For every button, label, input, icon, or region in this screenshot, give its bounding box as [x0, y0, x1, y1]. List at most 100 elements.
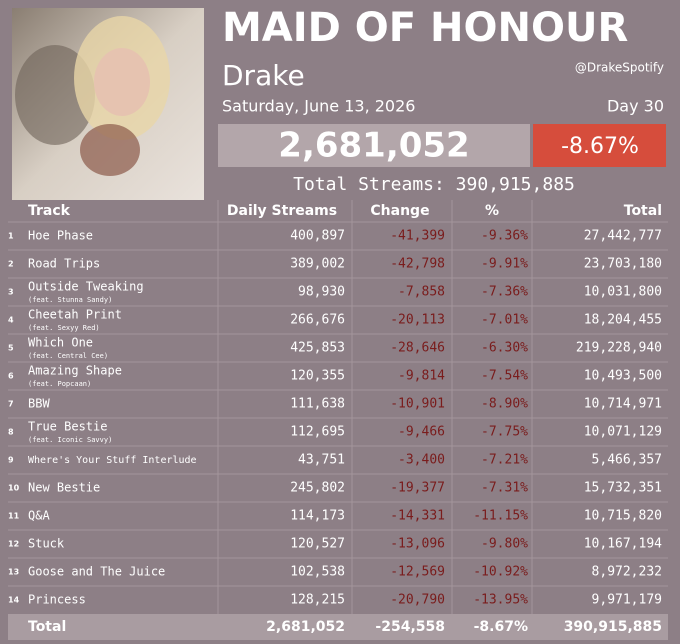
- total: 23,703,180: [584, 257, 662, 272]
- row-number: 1: [8, 232, 14, 241]
- track-name: Princess: [28, 593, 86, 607]
- change: -9,466: [398, 425, 445, 440]
- change-pct: -7.01%: [481, 313, 528, 328]
- track-name: New Bestie: [28, 481, 100, 495]
- track-name: Hoe Phase: [28, 229, 93, 243]
- row-number: 11: [8, 512, 20, 521]
- change-pct: -7.21%: [481, 453, 528, 468]
- change: -14,331: [390, 509, 445, 524]
- total-total: 390,915,885: [564, 619, 662, 635]
- daily-streams: 98,930: [298, 285, 345, 300]
- column-header: Change: [370, 203, 429, 219]
- row-number: 7: [8, 400, 14, 409]
- total-label: Total: [28, 619, 66, 635]
- daily-streams: 266,676: [290, 313, 345, 328]
- track-name: Road Trips: [28, 257, 100, 271]
- artist: Drake: [222, 59, 305, 92]
- daily-total: 2,681,052: [278, 126, 469, 166]
- row-number: 13: [8, 568, 19, 577]
- daily-streams: 120,527: [290, 537, 345, 552]
- column-header: %: [485, 203, 499, 219]
- change-pct: -7.36%: [481, 285, 528, 300]
- column-header: Total: [624, 203, 662, 219]
- track-feat: (feat. Sexyy Red): [28, 324, 100, 332]
- total: 10,071,129: [584, 425, 662, 440]
- track-feat: (feat. Popcaan): [28, 380, 91, 388]
- column-header: Daily Streams: [227, 203, 337, 219]
- column-header: Track: [28, 203, 71, 219]
- daily-streams: 114,173: [290, 509, 345, 524]
- row-number: 8: [8, 428, 14, 437]
- day: Day 30: [607, 97, 664, 116]
- total-pct: -8.67%: [474, 619, 528, 635]
- daily-streams: 245,802: [290, 481, 345, 496]
- change: -9,814: [398, 369, 445, 384]
- track-name: Which One: [28, 336, 93, 350]
- total: 9,971,179: [592, 593, 662, 608]
- total: 10,715,820: [584, 509, 662, 524]
- daily-streams: 43,751: [298, 453, 345, 468]
- change-pct: -7.31%: [481, 481, 528, 496]
- row-number: 2: [8, 260, 14, 269]
- daily-streams: 112,695: [290, 425, 345, 440]
- change: -19,377: [390, 481, 445, 496]
- total: 18,204,455: [584, 313, 662, 328]
- daily-streams: 102,538: [290, 565, 345, 580]
- change-pct: -10.92%: [473, 565, 528, 580]
- track-feat: (feat. Iconic Savvy): [28, 436, 112, 444]
- change-pct: -9.91%: [481, 257, 528, 272]
- change: -3,400: [398, 453, 445, 468]
- total: 27,442,777: [584, 229, 662, 244]
- total: 10,167,194: [584, 537, 662, 552]
- change-pct: -11.15%: [473, 509, 528, 524]
- track-feat: (feat. Stunna Sandy): [28, 296, 112, 304]
- change-pct: -7.75%: [481, 425, 528, 440]
- change: -28,646: [390, 341, 445, 356]
- total: 8,972,232: [592, 565, 662, 580]
- daily-streams: 128,215: [290, 593, 345, 608]
- change: -13,096: [390, 537, 445, 552]
- change-box: [533, 124, 666, 167]
- change-pct: -8.90%: [481, 397, 528, 412]
- track-name: Where's Your Stuff Interlude: [28, 455, 197, 466]
- row-number: 10: [8, 484, 20, 493]
- change-pct: -8.67%: [561, 134, 639, 159]
- daily-streams: 111,638: [290, 397, 345, 412]
- daily-streams: 400,897: [290, 229, 345, 244]
- track-feat: (feat. Central Cee): [28, 352, 108, 360]
- total-row-bg: [8, 614, 668, 640]
- row-number: 5: [8, 344, 14, 353]
- handle: @DrakeSpotify: [575, 61, 664, 75]
- title: MAID OF HONOUR: [222, 5, 628, 51]
- total: 5,466,357: [592, 453, 662, 468]
- cover-photo: [12, 8, 204, 200]
- track-name: BBW: [28, 397, 50, 411]
- change-pct: -9.36%: [481, 229, 528, 244]
- total-daily: 2,681,052: [266, 619, 345, 635]
- change-pct: -9.80%: [481, 537, 528, 552]
- change: -10,901: [390, 397, 445, 412]
- total: 10,031,800: [584, 285, 662, 300]
- track-name: Stuck: [28, 537, 65, 551]
- daily-streams: 120,355: [290, 369, 345, 384]
- row-number: 6: [8, 372, 14, 381]
- table: Track Daily Streams Change% Total 1 Hoe Phase…: [8, 200, 668, 640]
- change-pct: -13.95%: [473, 593, 528, 608]
- change: -20,113: [390, 313, 445, 328]
- date: Saturday, June 13, 2026: [222, 97, 415, 116]
- row-number: 3: [8, 288, 14, 297]
- track-name: Q&A: [28, 509, 50, 523]
- total: 219,228,940: [576, 341, 662, 356]
- row-number: 4: [8, 316, 14, 325]
- track-name: Amazing Shape: [28, 364, 122, 378]
- track-name: Outside Tweaking: [28, 280, 144, 294]
- change: -41,399: [390, 229, 445, 244]
- change-pct: -6.30%: [481, 341, 528, 356]
- row-number: 9: [8, 456, 14, 465]
- change: -42,798: [390, 257, 445, 272]
- total: 10,493,500: [584, 369, 662, 384]
- row-number: 12: [8, 540, 19, 549]
- row-number: 14: [8, 596, 20, 605]
